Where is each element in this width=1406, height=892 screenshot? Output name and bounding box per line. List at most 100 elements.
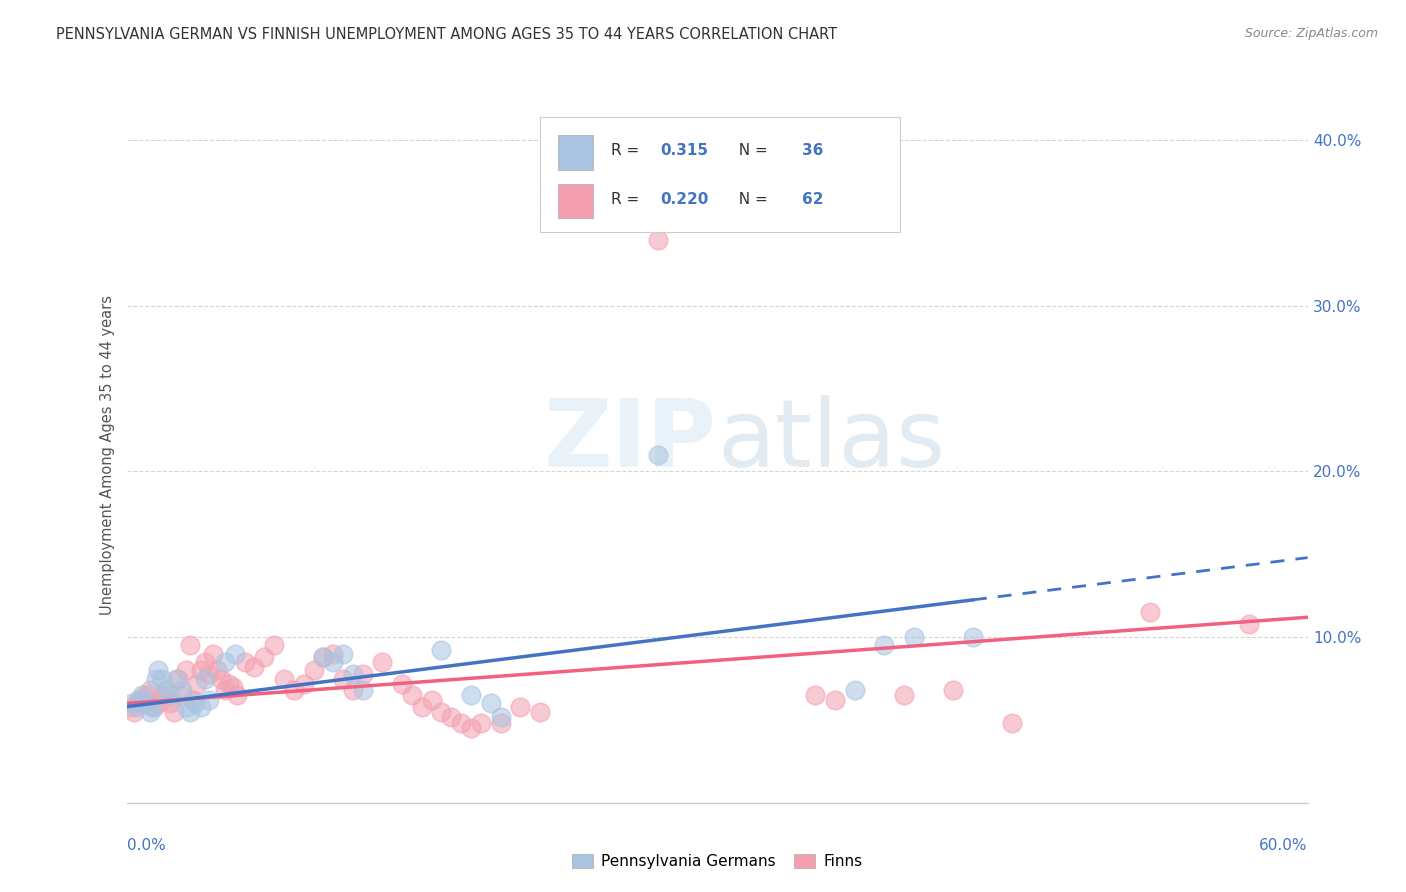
Point [209,672,232,686]
Point [292,676,315,690]
Point [179,705,201,719]
Bar [558,184,593,219]
Point [198,666,221,681]
Point [155,683,177,698]
Point [205,663,228,677]
Point [190,663,212,677]
Point [430,705,453,719]
Point [873,639,896,653]
Point [283,683,305,698]
Point [194,672,217,686]
Point [903,630,925,644]
Point [121,697,143,711]
Text: 36: 36 [801,144,824,159]
Point [139,683,162,698]
Point [440,709,463,723]
Point [159,697,181,711]
Point [844,683,866,698]
Bar [558,135,593,169]
Point [145,672,167,686]
Point [141,699,163,714]
Point [163,705,186,719]
Point [233,655,256,669]
Point [179,639,201,653]
Point [352,666,374,681]
Point [135,688,157,702]
Text: PENNSYLVANIA GERMAN VS FINNISH UNEMPLOYMENT AMONG AGES 35 TO 44 YEARS CORRELATIO: PENNSYLVANIA GERMAN VS FINNISH UNEMPLOYM… [56,27,838,42]
Point [322,655,344,669]
Point [647,448,669,462]
Point [214,683,236,698]
Point [166,672,188,686]
Point [131,688,153,702]
Text: N =: N = [728,192,772,207]
Point [824,693,846,707]
Text: 60.0%: 60.0% [1260,838,1308,854]
Point [150,688,173,702]
Point [186,676,208,690]
Point [139,705,162,719]
Point [529,705,551,719]
Text: ZIP: ZIP [544,395,717,487]
Point [198,693,221,707]
Point [174,663,197,677]
Text: R =: R = [610,144,644,159]
Point [159,688,181,702]
Point [942,683,965,698]
Point [225,688,247,702]
Point [332,672,354,686]
Point [218,676,240,690]
Text: 0.0%: 0.0% [127,838,166,854]
Point [129,693,152,707]
Point [411,699,433,714]
Point [155,683,177,698]
FancyBboxPatch shape [540,118,900,232]
Point [1237,616,1260,631]
Point [962,630,984,644]
Point [489,716,512,731]
Point [470,716,492,731]
Point [202,647,225,661]
Point [146,663,169,677]
Point [190,699,212,714]
Point [342,666,364,681]
Point [135,697,157,711]
Point [1001,716,1024,731]
Point [391,676,413,690]
Point [124,705,146,719]
Point [332,647,354,661]
Point [322,647,344,661]
Point [143,699,166,714]
Point [194,655,217,669]
Point [183,693,205,707]
Point [479,697,502,711]
Point [150,672,173,686]
Point [273,672,295,686]
Point [214,655,236,669]
Point [401,688,423,702]
Point [509,699,531,714]
Point [165,672,187,686]
Text: Source: ZipAtlas.com: Source: ZipAtlas.com [1244,27,1378,40]
Point [222,680,245,694]
Point [127,693,149,707]
Point [430,643,453,657]
Text: R =: R = [610,192,644,207]
Point [302,663,325,677]
Legend: Pennsylvania Germans, Finns: Pennsylvania Germans, Finns [565,848,869,875]
Point [1139,605,1161,619]
Point [450,716,472,731]
Point [893,688,915,702]
Point [184,697,207,711]
Point [120,699,142,714]
Point [263,639,285,653]
Point [170,688,193,702]
Point [131,697,153,711]
Point [371,655,394,669]
Point [342,683,364,698]
Point [460,721,482,735]
Text: 0.315: 0.315 [661,144,709,159]
Text: atlas: atlas [717,395,945,487]
Point [647,233,669,247]
Point [253,650,276,665]
